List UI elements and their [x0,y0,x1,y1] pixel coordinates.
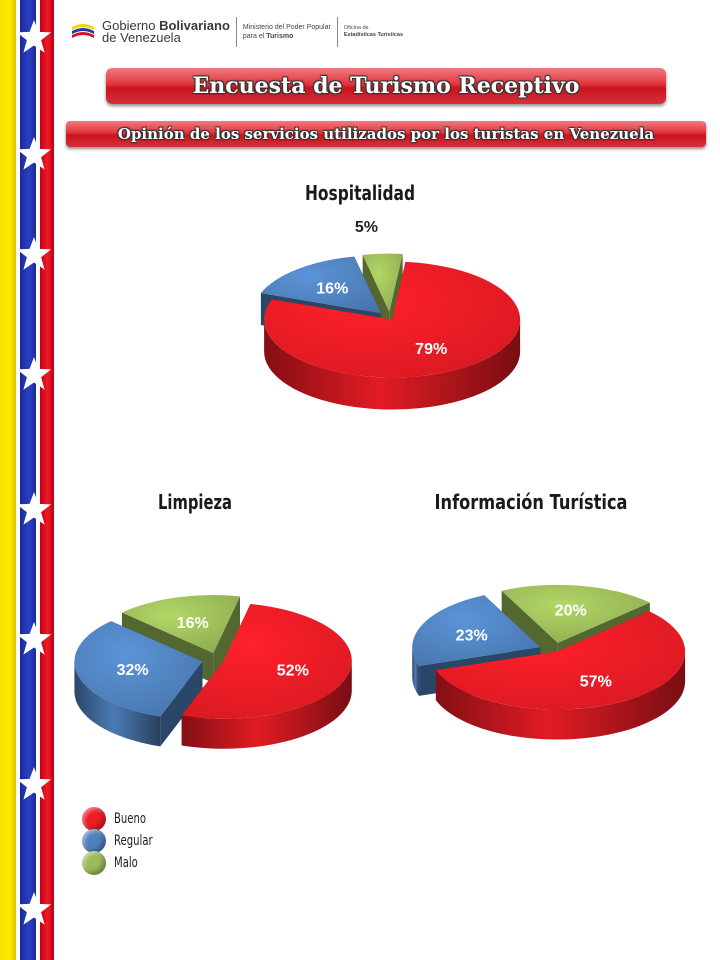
star-icon [16,20,52,53]
logo-text: Gobierno Bolivariano de Venezuela [102,18,230,45]
legend-item-regular: Regular [82,829,168,853]
star-icon [16,767,52,800]
legend-swatch [82,851,106,875]
logo-divider [235,17,237,47]
page-title: Encuesta de Turismo Receptivo [106,68,666,104]
slice-label: 20% [555,603,587,620]
star-icon [16,622,52,655]
pie-slice-bueno [264,261,521,410]
chart-title: Información Turística [435,490,628,514]
chart-legend: Bueno Regular Malo [82,807,168,875]
office-text: Oficina de Estadísticas Turísticas [344,25,403,39]
flag-emblem-icon [72,24,94,38]
government-logo: Gobierno Bolivariano de Venezuela Minist… [70,14,403,50]
office-line1: Oficina de [343,25,369,31]
star-icon [16,357,52,390]
legend-label: Regular [114,833,153,849]
legend-label: Bueno [114,811,147,827]
ministry-line2-bold: Turismo [266,33,294,40]
pie-chart-3: Información Turística 57% 23% 20% [412,490,686,740]
ministry-line2-prefix: para el [242,33,267,40]
ministry-text: Ministerio del Poder Popular para el Tur… [243,23,331,41]
slice-label: 79% [415,341,447,358]
pie-chart-1: Hospitalidad 79% 16% 5% [260,181,521,410]
slice-label: 5% [355,219,378,236]
chart-title: Hospitalidad [305,181,415,205]
flag-red-band [40,0,54,960]
office-line2: Estadísticas Turísticas [343,32,404,38]
star-icon [16,892,52,925]
pie-slice-bueno [181,603,352,749]
star-icon [16,237,52,270]
logo-divider [336,17,338,47]
logo-line1-bold: Bolivariano [159,18,230,33]
legend-item-bueno: Bueno [82,807,168,831]
page-subtitle: Opinión de los servicios utilizados por … [66,121,706,147]
slice-label: 52% [277,663,309,680]
star-icon [16,492,52,525]
legend-label: Malo [114,855,138,871]
slice-label: 32% [117,662,149,679]
pie-slice-regular [74,621,203,747]
flag-stripe [0,0,56,960]
legend-swatch [82,807,106,831]
legend-swatch [82,829,106,853]
ministry-line1: Ministerio del Poder Popular [242,24,331,31]
flag-blue-band [20,0,36,960]
legend-item-malo: Malo [82,851,168,875]
slice-label: 57% [580,673,612,690]
logo-line1-regular: Gobierno [102,18,160,33]
pie-chart-2: Limpieza 52% 32% 16% [74,490,352,749]
slice-label: 23% [456,627,488,644]
chart-title: Limpieza [158,490,232,514]
pie-slice-bueno [435,611,686,740]
slice-label: 16% [177,615,209,632]
flag-white-divider [36,0,40,960]
star-icon [16,137,52,170]
flag-white-divider [16,0,20,960]
logo-line2: de Venezuela [102,30,181,45]
slice-label: 16% [316,281,348,298]
flag-yellow-band [0,0,16,960]
